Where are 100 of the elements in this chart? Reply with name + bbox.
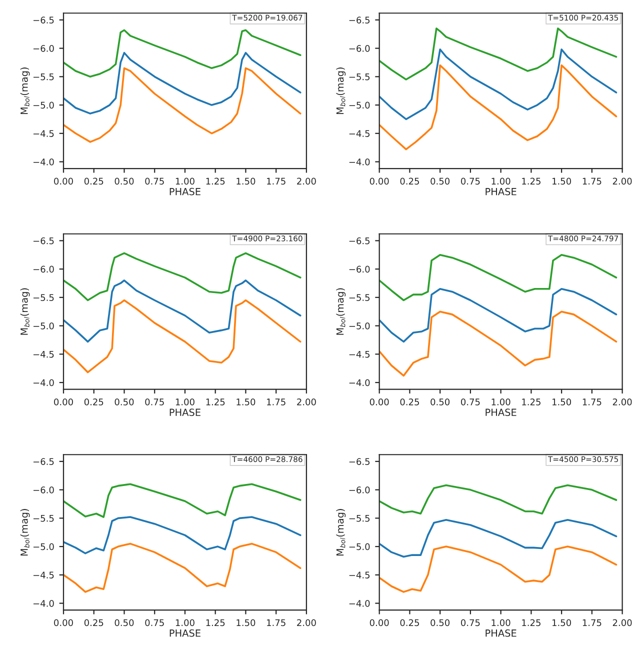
- y-axis-title: M$_{bol}$(mag): [336, 288, 346, 335]
- x-tick-label: 0.50: [430, 178, 450, 185]
- x-tick-label: 1.25: [206, 398, 225, 406]
- y-tick-label: −4.5: [349, 351, 370, 358]
- x-tick-label: 2.00: [612, 398, 632, 406]
- line-series: [64, 67, 302, 143]
- y-tick-label: −5.0: [34, 543, 54, 550]
- x-tick-label: 1.25: [206, 619, 225, 626]
- x-tick-label: 0.75: [145, 178, 164, 185]
- y-tick-label: −5.0: [34, 322, 54, 330]
- y-tick-label: −5.0: [349, 102, 370, 109]
- y-tick-label: −6.5: [349, 16, 370, 24]
- x-axis-title: PHASE: [170, 408, 200, 416]
- y-axis-title: M$_{bol}$(mag): [20, 68, 30, 114]
- x-tick-label: 0.25: [84, 619, 104, 626]
- y-tick-label: −5.5: [349, 515, 370, 522]
- y-tick-label: −6.5: [349, 237, 370, 244]
- y-tick-label: −6.0: [34, 486, 54, 494]
- x-tick-label: 0.25: [84, 178, 104, 185]
- line-series: [379, 546, 618, 593]
- x-tick-label: 0.00: [370, 619, 389, 626]
- x-tick-label: 1.50: [236, 178, 256, 185]
- y-tick-label: −4.5: [34, 572, 54, 578]
- line-series: [64, 516, 302, 554]
- x-tick-label: 0.25: [400, 619, 419, 626]
- x-tick-label: 1.75: [267, 619, 286, 626]
- x-tick-label: 0.75: [145, 398, 164, 406]
- y-axis-title: M$_{bol}$(mag): [20, 288, 30, 335]
- x-tick-label: 1.00: [492, 619, 510, 626]
- y-tick-label: −5.5: [34, 74, 54, 80]
- y-tick-label: −4.0: [349, 379, 370, 386]
- x-tick-label: 1.50: [552, 619, 572, 626]
- x-tick-label: 0.00: [54, 178, 73, 185]
- x-tick-label: 1.75: [582, 398, 602, 406]
- x-tick-label: 0.25: [84, 398, 104, 406]
- y-tick-label: −5.5: [34, 515, 54, 522]
- x-tick-label: 1.25: [522, 178, 540, 185]
- x-tick-label: 0.25: [400, 398, 419, 406]
- line-series: [64, 299, 302, 374]
- line-series: [379, 48, 618, 120]
- x-tick-label: 0.50: [114, 178, 134, 185]
- x-tick-label: 0.50: [430, 398, 450, 406]
- x-tick-label: 2.00: [297, 398, 316, 406]
- x-tick-label: 0.50: [430, 619, 450, 626]
- line-series: [379, 288, 618, 343]
- line-series: [379, 310, 618, 377]
- x-tick-label: 1.50: [552, 398, 572, 406]
- line-series: [379, 64, 618, 150]
- x-axis-title: PHASE: [170, 629, 200, 637]
- y-axis-title: M$_{bol}$(mag): [336, 509, 346, 556]
- line-series: [64, 29, 302, 78]
- x-tick-label: 2.00: [612, 619, 632, 626]
- y-tick-label: −6.0: [349, 486, 370, 494]
- x-axis-title: PHASE: [486, 629, 516, 637]
- x-tick-label: 1.00: [176, 178, 194, 185]
- y-tick-label: −5.5: [349, 294, 370, 301]
- y-tick-label: −4.5: [349, 572, 370, 578]
- y-tick-label: −4.0: [349, 600, 370, 607]
- x-tick-label: 0.50: [114, 398, 134, 406]
- x-tick-label: 2.00: [297, 178, 316, 185]
- x-tick-label: 1.75: [582, 178, 602, 185]
- line-series: [379, 518, 618, 558]
- y-tick-label: −5.0: [349, 543, 370, 550]
- line-series: [379, 254, 618, 302]
- x-tick-label: 1.75: [267, 398, 286, 406]
- x-tick-label: 1.75: [582, 619, 602, 626]
- y-axis-title: M$_{bol}$(mag): [336, 68, 346, 114]
- x-tick-label: 0.00: [370, 178, 389, 185]
- y-tick-label: −6.0: [349, 45, 370, 52]
- x-tick-label: 1.25: [522, 398, 540, 406]
- y-tick-label: −4.5: [34, 130, 54, 137]
- x-tick-label: 0.75: [460, 619, 480, 626]
- line-series: [64, 542, 302, 593]
- x-axis-title: PHASE: [170, 188, 200, 196]
- x-tick-label: 2.00: [297, 619, 316, 626]
- x-tick-label: 1.50: [236, 619, 256, 626]
- line-series: [379, 28, 618, 80]
- x-axis-title: PHASE: [486, 408, 516, 416]
- y-tick-label: −5.5: [34, 294, 54, 301]
- y-tick-label: −6.5: [34, 458, 54, 465]
- x-tick-label: 1.50: [236, 398, 256, 406]
- line-series: [64, 483, 302, 518]
- x-tick-label: 1.25: [206, 178, 225, 185]
- x-tick-label: 0.75: [460, 178, 480, 185]
- x-tick-label: 0.25: [400, 178, 419, 185]
- line-series: [64, 279, 302, 343]
- x-tick-label: 0.75: [145, 619, 164, 626]
- y-tick-label: −6.5: [349, 458, 370, 465]
- y-tick-label: −6.5: [34, 16, 54, 24]
- y-tick-label: −5.5: [349, 74, 370, 80]
- x-tick-label: 1.50: [552, 178, 572, 185]
- x-tick-label: 0.00: [370, 398, 389, 406]
- x-tick-label: 1.25: [522, 619, 540, 626]
- x-tick-label: 0.00: [54, 619, 73, 626]
- y-tick-label: −4.0: [34, 379, 54, 386]
- x-tick-label: 1.00: [176, 398, 194, 406]
- x-tick-label: 2.00: [612, 178, 632, 185]
- y-tick-label: −6.0: [349, 266, 370, 273]
- y-tick-label: −6.0: [34, 45, 54, 52]
- y-tick-label: −6.5: [34, 237, 54, 244]
